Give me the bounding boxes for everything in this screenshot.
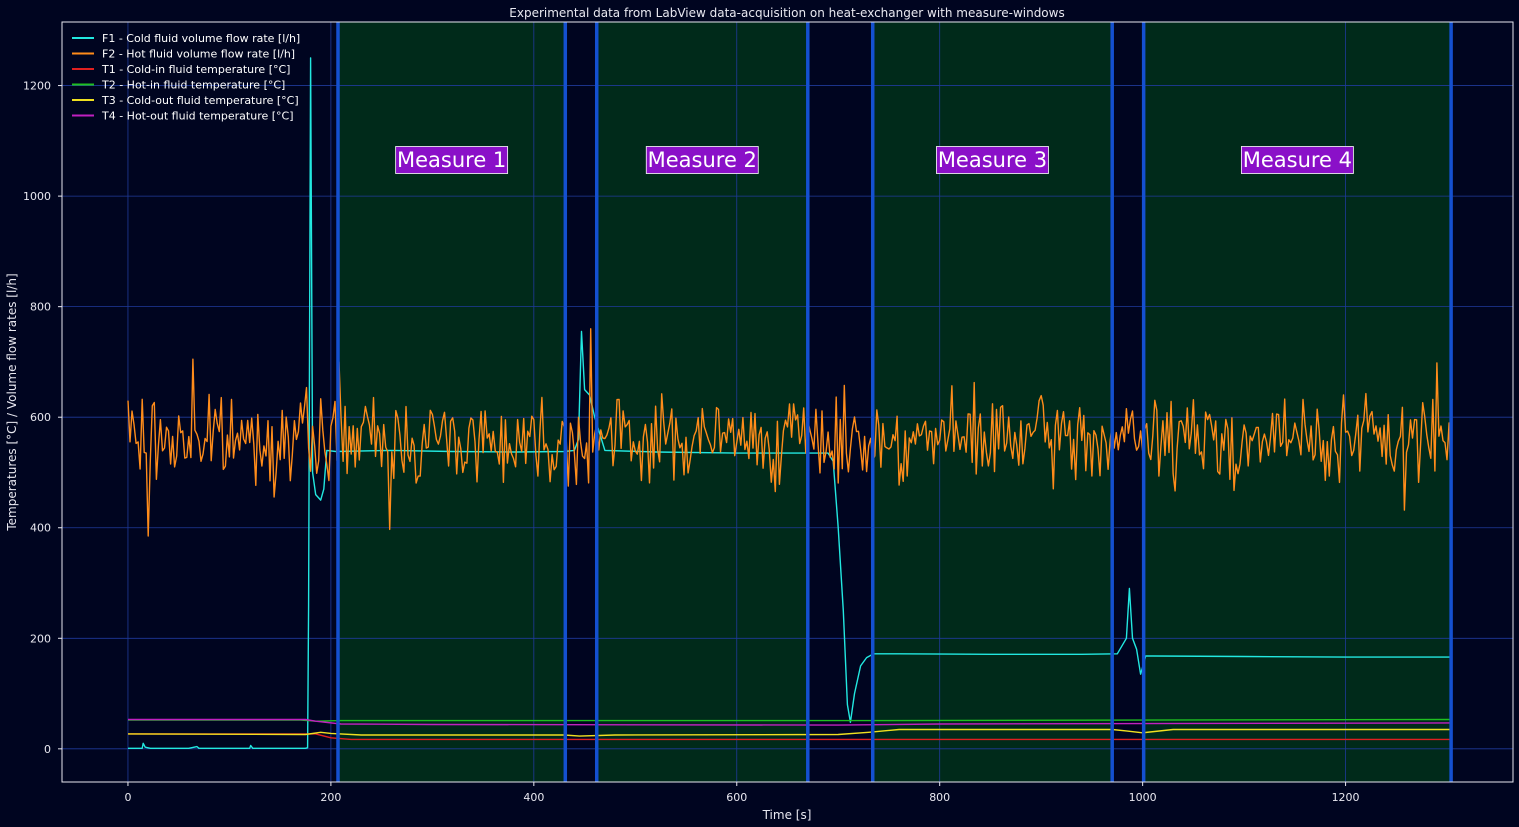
x-tick-label: 1000 xyxy=(1129,791,1157,804)
legend-entry-3: T1 - Cold-in fluid temperature [°C] xyxy=(101,63,290,76)
series-lines xyxy=(127,57,1452,749)
measure-window-4 xyxy=(1143,22,1452,782)
y-tick-label: 400 xyxy=(30,522,51,535)
measure-label-box-3 xyxy=(936,146,1049,174)
series-line-2 xyxy=(127,328,1452,537)
x-tick-label: 1200 xyxy=(1332,791,1360,804)
x-tick-label: 400 xyxy=(523,791,544,804)
legend-entry-5: T3 - Cold-out fluid temperature [°C] xyxy=(101,94,299,107)
measure-label-box-2 xyxy=(645,146,759,174)
legend-entry-6: T4 - Hot-out fluid temperature [°C] xyxy=(101,110,294,123)
measure-label-box-1 xyxy=(395,146,509,174)
y-tick-label: 1200 xyxy=(23,80,51,93)
axis-ticks: 0 200 400 600 800 1000 1200 0 200 400 600 800 1000 12… xyxy=(23,80,1360,804)
legend-entry-2: F2 - Hot fluid volume flow rate [l/h] xyxy=(102,48,295,61)
series-line-5 xyxy=(127,728,1452,737)
measure-window-2 xyxy=(596,22,808,782)
x-tick-label: 200 xyxy=(320,791,341,804)
series-line-6 xyxy=(128,718,1452,726)
measure-boundaries xyxy=(336,22,1453,782)
y-tick-label: 1000 xyxy=(23,190,51,203)
measure-label-3: Measure 3 xyxy=(938,148,1047,172)
y-tick-label: 0 xyxy=(44,743,51,756)
x-axis-label: Time [s] xyxy=(762,808,812,822)
legend-entry-1: F1 - Cold fluid volume flow rate [l/h] xyxy=(102,32,300,45)
y-axis-label: Temperatures [°C] / Volume flow rates [l… xyxy=(5,273,19,531)
x-tick-label: 0 xyxy=(124,791,131,804)
measure-window-1 xyxy=(337,22,566,782)
measure-label-box-4 xyxy=(1240,146,1354,174)
chart-title: Experimental data from LabView data-acqu… xyxy=(509,6,1064,20)
legend: F1 - Cold fluid volume flow rate [l/h] F2… xyxy=(72,32,300,123)
measure-window-3 xyxy=(872,22,1113,782)
legend-entry-4: T2 - Hot-in fluid temperature [°C] xyxy=(101,79,285,92)
measure-labels: Measure 1 Measure 2 Measure 3 Measure 4 xyxy=(395,146,1354,174)
y-tick-label: 200 xyxy=(30,632,51,645)
measure-label-1: Measure 1 xyxy=(397,148,506,172)
x-tick-label: 800 xyxy=(929,791,950,804)
plot-frame xyxy=(61,21,1514,783)
y-tick-label: 600 xyxy=(30,411,51,424)
measure-label-4: Measure 4 xyxy=(1243,148,1352,172)
x-tick-label: 600 xyxy=(726,791,747,804)
measure-label-2: Measure 2 xyxy=(648,148,757,172)
y-tick-label: 800 xyxy=(30,301,51,314)
